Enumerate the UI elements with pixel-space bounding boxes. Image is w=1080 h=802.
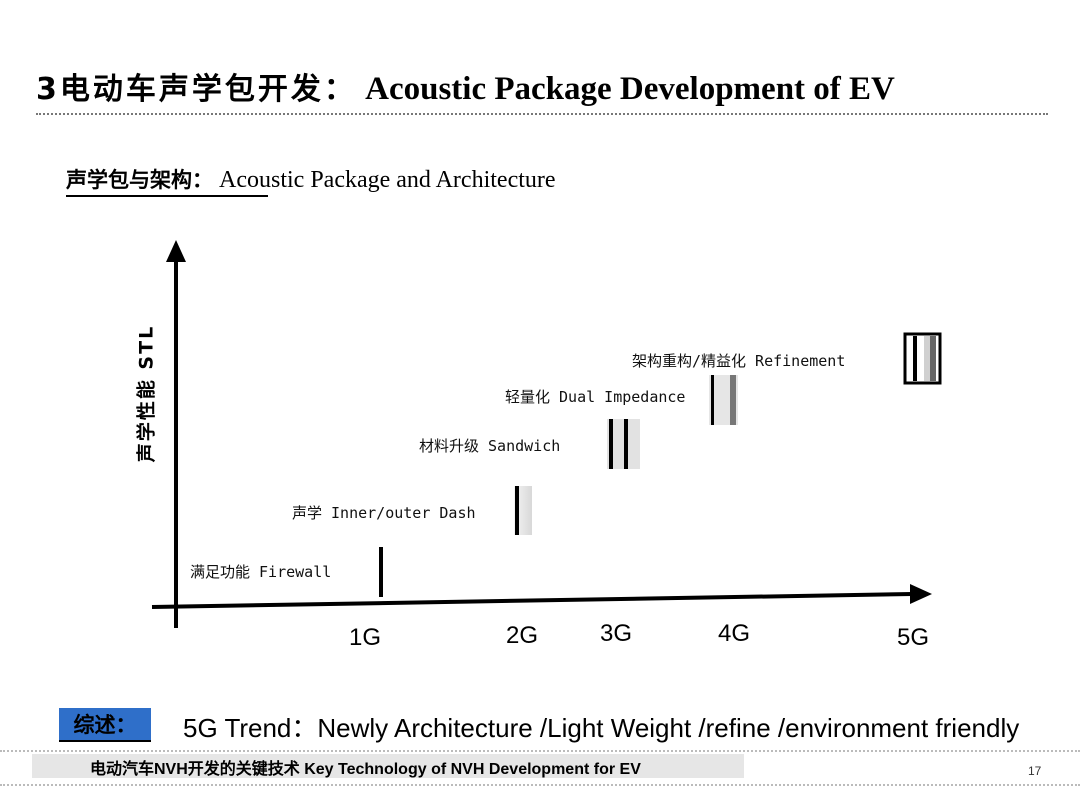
section-subtitle-en: Acoustic Package and Architecture xyxy=(219,167,556,193)
y-axis-label: 声学性能 STL xyxy=(135,324,158,463)
step-label-5g: 架构重构/精益化 Refinement xyxy=(632,352,846,370)
subtitle-underline xyxy=(66,195,268,197)
gen-label-5g: 5G xyxy=(897,624,930,651)
x-axis-line xyxy=(151,592,913,609)
gen-label-1g: 1G xyxy=(349,624,382,651)
footer-dotted-divider-top xyxy=(0,750,1080,752)
footer-bar xyxy=(32,754,744,778)
section-subtitle-zh: 声学包与架构： xyxy=(66,167,213,192)
title-divider xyxy=(36,113,1048,115)
page-title-en: Acoustic Package Development of EV xyxy=(365,71,895,107)
gen-label-4g: 4G xyxy=(718,620,751,647)
marker-4g xyxy=(709,375,738,425)
summary-tag-label: 综述： xyxy=(73,712,137,737)
page-title-zh: 3电动车声学包开发： xyxy=(36,72,357,107)
marker-2g xyxy=(514,486,532,535)
marker-5g xyxy=(903,332,942,385)
marker-1g xyxy=(379,547,383,597)
gen-label-2g: 2G xyxy=(506,622,539,649)
step-label-4g: 轻量化 Dual Impedance xyxy=(505,388,686,406)
y-axis-arrowhead xyxy=(166,240,186,262)
page-title: 3电动车声学包开发： Acoustic Package Development … xyxy=(36,64,895,108)
section-subtitle: 声学包与架构： Acoustic Package and Architectur… xyxy=(66,164,556,194)
step-label-2g: 声学 Inner/outer Dash xyxy=(292,504,476,522)
x-axis-arrowhead xyxy=(910,584,932,604)
footer-text: 电动汽车NVH开发的关键技术 Key Technology of NVH Dev… xyxy=(90,761,641,778)
marker-3g xyxy=(607,419,640,469)
page-number: 17 xyxy=(1028,764,1042,778)
step-label-1g: 满足功能 Firewall xyxy=(190,563,332,581)
footer-dotted-divider-bottom xyxy=(0,784,1080,786)
summary-tag: 综述： xyxy=(59,708,151,742)
summary-text: 5G Trend：Newly Architecture /Light Weigh… xyxy=(183,713,1020,743)
step-label-3g: 材料升级 Sandwich xyxy=(419,437,561,455)
gen-label-3g: 3G xyxy=(600,620,633,647)
